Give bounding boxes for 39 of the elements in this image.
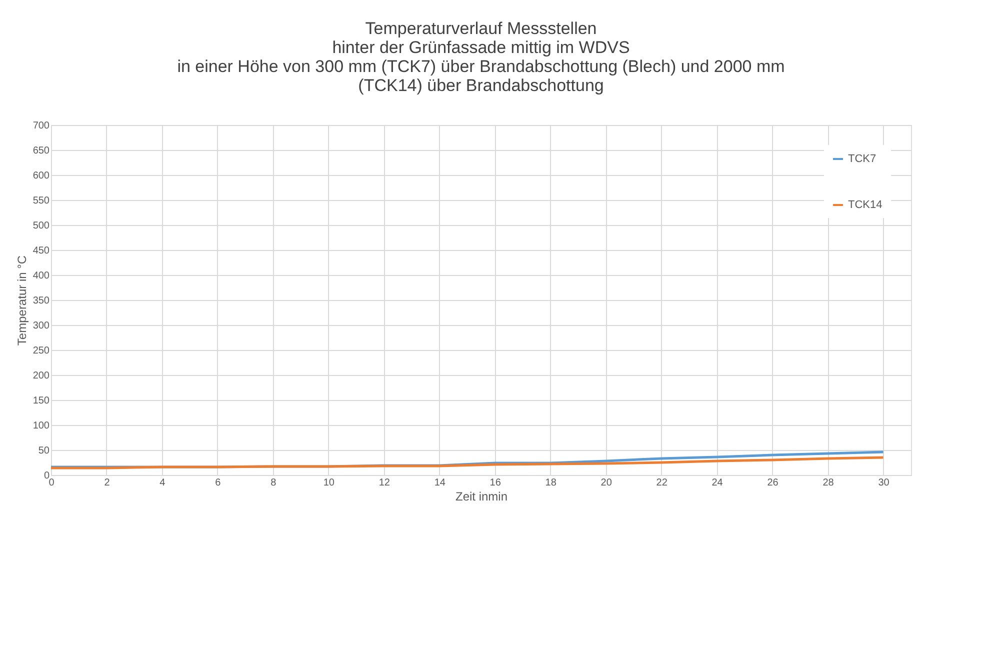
y-tick-label: 300	[32, 320, 50, 332]
y-tick-label: 0	[44, 470, 50, 482]
x-tick-label: 22	[656, 478, 668, 488]
legend-label: TCK7	[848, 153, 876, 165]
y-tick-label: 150	[32, 396, 50, 406]
x-tick-label: 8	[270, 478, 277, 488]
x-tick-label: 4	[160, 478, 166, 488]
y-tick-label: 50	[38, 446, 50, 456]
text: in einer Höhe von 300 mm (TCK7) über Brandabschottung (Blech) und 2000 mm	[177, 57, 785, 76]
x-tick-label: 18	[545, 478, 557, 488]
y-tick-label: 500	[32, 220, 50, 232]
y-tick-label: 400	[32, 270, 50, 282]
x-tick-label: 24	[712, 478, 724, 488]
x-tick-label: 14	[434, 478, 446, 488]
legend-label: TCK14	[848, 199, 882, 211]
x-tick-label: 10	[323, 478, 335, 488]
y-tick-label: 650	[32, 146, 50, 156]
y-tick-label: 450	[32, 246, 50, 256]
x-tick-label: 28	[822, 478, 834, 488]
x-tick-label: 26	[767, 478, 779, 488]
text: Temperaturverlauf Messstellen	[365, 19, 597, 38]
text: (TCK14) über Brandabschottung	[358, 76, 604, 95]
x-tick-label: 30	[878, 478, 890, 488]
x-tick-label: 16	[490, 478, 502, 488]
line-series	[50, 456, 885, 470]
y-tick-label: 550	[32, 196, 50, 206]
x-tick-label: 2	[104, 478, 110, 488]
y-tick-label: 350	[32, 296, 50, 306]
text: hinter der Grünfassade mittig im WDVS	[332, 38, 630, 57]
y-tick-label: 100	[32, 420, 50, 432]
y-tick-label: 250	[32, 346, 50, 356]
y-axis-title: Temperatur in °C	[14, 255, 29, 346]
y-tick-label: 200	[32, 370, 50, 382]
x-axis-title: Zeit inmin	[455, 490, 508, 504]
x-tick-label: 6	[215, 478, 222, 488]
x-tick-label: 12	[378, 478, 390, 488]
y-tick-label: 700	[32, 120, 50, 132]
y-tick-label: 600	[32, 170, 50, 182]
x-tick-label: 20	[600, 478, 612, 488]
